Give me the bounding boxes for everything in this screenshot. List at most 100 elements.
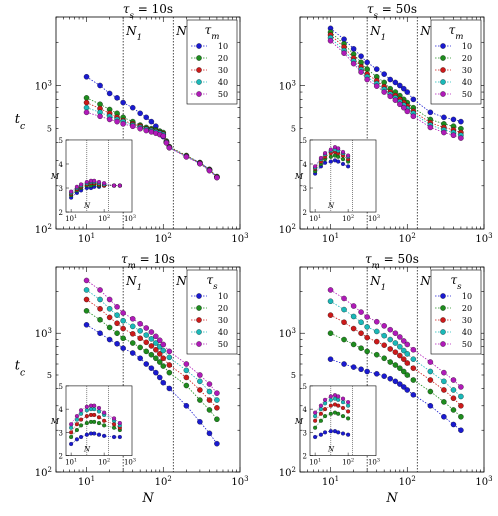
data-point	[364, 368, 370, 375]
inset-data-point	[79, 417, 84, 422]
data-point	[327, 330, 334, 336]
data-point	[358, 69, 364, 75]
inset-data-point	[92, 431, 97, 436]
panel-title: τs = 10s	[123, 2, 173, 21]
inset-data-point	[323, 160, 328, 165]
data-point	[83, 296, 90, 303]
data-point	[148, 329, 155, 335]
data-point	[427, 359, 434, 365]
data-point	[397, 343, 403, 350]
data-point	[137, 328, 143, 334]
data-point	[410, 113, 417, 120]
data-point	[350, 46, 357, 52]
data-point	[397, 381, 403, 387]
legend-label: 30	[462, 66, 472, 75]
data-point	[373, 66, 380, 72]
data-point	[350, 303, 357, 309]
data-point	[381, 89, 387, 95]
legend-label: 50	[218, 340, 228, 349]
legend-title: τm	[449, 23, 464, 42]
inset-data-point	[328, 411, 333, 416]
inset-y-tick-label: 3	[303, 185, 307, 193]
data-point	[166, 348, 173, 355]
data-point	[373, 83, 380, 89]
data-point	[401, 338, 407, 344]
data-point	[327, 287, 334, 293]
inset-data-point	[328, 397, 333, 402]
x-tick-label: 103	[475, 475, 492, 488]
data-point	[410, 356, 417, 362]
data-point	[364, 59, 370, 66]
inset-y-tick-label: 2	[59, 209, 63, 217]
data-point	[387, 346, 393, 352]
data-point	[114, 312, 120, 318]
data-point	[392, 378, 399, 385]
series-line-10	[330, 358, 462, 431]
data-point	[148, 118, 155, 125]
data-point	[373, 371, 380, 377]
inset-data-point	[323, 407, 328, 412]
data-point	[387, 375, 393, 382]
panel-title: τm = 10s	[121, 252, 175, 271]
legend-label: 40	[218, 328, 228, 337]
data-point	[397, 82, 403, 89]
data-point	[401, 356, 407, 362]
data-point	[392, 79, 399, 86]
data-point	[381, 355, 387, 362]
data-point	[83, 322, 90, 328]
data-point	[381, 71, 387, 77]
data-point	[458, 384, 464, 390]
data-point	[83, 287, 90, 293]
y-tick-label: 5	[291, 125, 296, 134]
data-point	[120, 335, 126, 341]
inset-data-point	[96, 405, 102, 410]
data-point	[401, 384, 407, 390]
inset-frame	[65, 139, 133, 213]
inset-data-point	[323, 397, 328, 402]
data-point	[427, 377, 434, 383]
inset-data-point	[69, 189, 74, 194]
inset-y-tick-label: 2	[59, 453, 63, 461]
data-point	[441, 414, 447, 420]
data-point	[392, 330, 399, 336]
y-axis-label: tc	[15, 112, 26, 132]
data-point	[97, 306, 103, 312]
y-tick-label: 102	[35, 223, 52, 236]
x-tick-label: 102	[155, 232, 172, 245]
inset-x-label: N	[83, 202, 91, 210]
inset-data-point	[313, 418, 318, 423]
chart-panel-1: τs = 10s1011021031021035tcN1Ncτm10203040…	[15, 2, 249, 245]
legend-marker	[440, 293, 446, 299]
y-tick-label: 5	[47, 125, 52, 134]
data-point	[153, 333, 159, 340]
data-point	[410, 347, 417, 353]
x-tick-label: 102	[155, 475, 172, 488]
inset-data-point	[328, 154, 333, 159]
data-point	[120, 121, 126, 127]
data-point	[197, 378, 203, 385]
data-point	[197, 419, 203, 425]
inset-data-point	[336, 403, 341, 408]
data-point	[160, 347, 167, 354]
data-point	[143, 325, 149, 331]
inset-data-point	[96, 409, 102, 414]
inset-y-tick-label: 5	[59, 137, 63, 145]
inset-data-point	[74, 422, 79, 427]
inset-data-point	[84, 432, 89, 437]
data-point	[129, 331, 136, 337]
data-point	[137, 335, 143, 341]
legend-marker	[196, 317, 202, 323]
data-point	[427, 124, 434, 131]
data-point	[97, 287, 103, 293]
data-point	[441, 369, 447, 376]
inset-data-point	[318, 432, 323, 437]
data-point	[166, 362, 173, 368]
inset-data-point	[318, 155, 323, 161]
data-point	[137, 125, 143, 132]
data-point	[387, 359, 393, 365]
legend-label: 30	[462, 316, 472, 325]
data-point	[97, 82, 103, 89]
data-point	[450, 407, 457, 413]
inset-panel: 101 102 103 2 3 4 5 M N	[50, 383, 136, 467]
data-point	[153, 369, 159, 376]
